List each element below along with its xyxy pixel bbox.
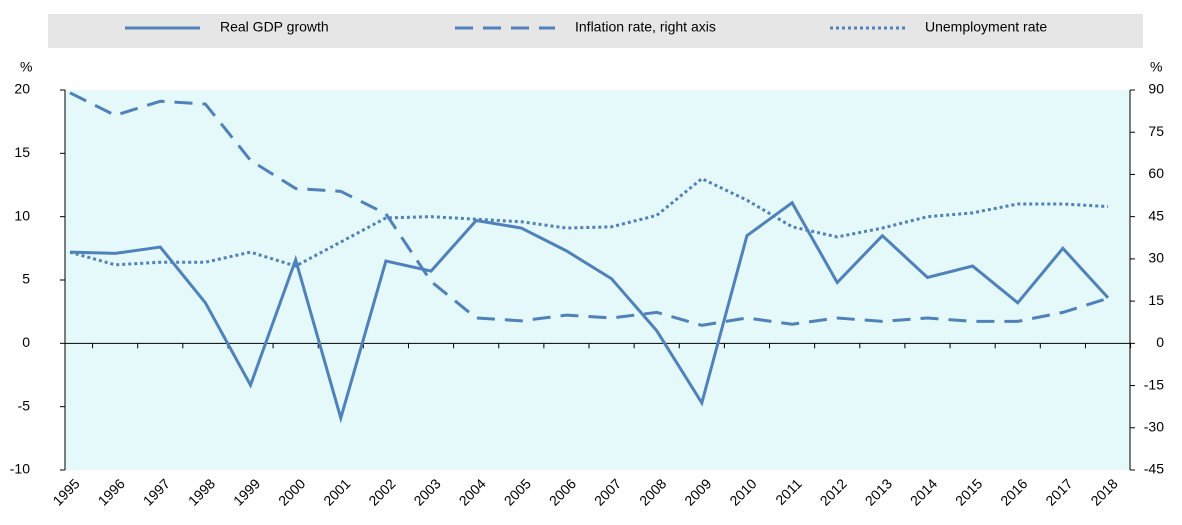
x-tick-label: 2013 [862, 475, 895, 508]
x-tick-label: 2001 [320, 475, 353, 508]
y2-tick-label: 15 [1148, 292, 1164, 308]
x-tick-label: 2016 [997, 475, 1030, 508]
y-tick-label: 20 [14, 81, 30, 97]
y-unit: % [20, 59, 32, 75]
x-tick-label: 1998 [185, 475, 218, 508]
legend-label: Real GDP growth [220, 19, 329, 35]
y2-tick-label: 75 [1148, 123, 1164, 139]
x-tick-label: 2005 [501, 475, 534, 508]
x-tick-label: 2010 [726, 475, 759, 508]
y2-tick-label: 90 [1148, 81, 1164, 97]
y-tick-label: 5 [22, 271, 30, 287]
x-tick-label: 1995 [49, 475, 82, 508]
legend-label: Inflation rate, right axis [575, 19, 716, 35]
y2-tick-label: -15 [1144, 376, 1164, 392]
y-tick-label: 0 [22, 334, 30, 350]
series-line [69, 91, 1109, 327]
series-line [69, 200, 1110, 424]
y2-tick-label: 30 [1148, 250, 1164, 266]
y-tick-label: -10 [10, 461, 30, 477]
x-tick-label: 2008 [636, 475, 669, 508]
x-tick-label: 2000 [275, 475, 308, 508]
y-tick-label: 10 [14, 207, 30, 223]
x-tick-label: 2004 [456, 475, 489, 508]
x-tick-label: 2017 [1042, 475, 1075, 508]
plot-area [65, 90, 1130, 470]
x-tick-label: 2006 [546, 475, 579, 508]
x-tick-label: 1999 [230, 475, 263, 508]
x-tick-label: 2014 [907, 475, 940, 508]
y2-tick-label: 0 [1156, 334, 1164, 350]
legend-label: Unemployment rate [925, 19, 1047, 35]
x-tick-label: 2002 [365, 475, 398, 508]
y2-tick-label: -30 [1144, 418, 1164, 434]
y-tick-label: 15 [14, 144, 30, 160]
x-tick-label: 1996 [95, 475, 128, 508]
x-tick-label: 2003 [410, 475, 443, 508]
legend-background [48, 14, 1143, 48]
x-tick-label: 2012 [817, 475, 850, 508]
x-tick-label: 2018 [1087, 475, 1120, 508]
x-tick-label: 2015 [952, 475, 985, 508]
x-tick-label: 2007 [591, 475, 624, 508]
x-tick-label: 2011 [772, 475, 805, 508]
series-line [69, 176, 1109, 268]
y2-tick-label: -45 [1144, 461, 1164, 477]
y2-tick-label: 60 [1148, 165, 1164, 181]
x-tick-label: 1997 [140, 475, 173, 508]
y-tick-label: -5 [18, 397, 31, 413]
x-tick-label: 2009 [681, 475, 714, 508]
y2-tick-label: 45 [1148, 207, 1164, 223]
y2-unit: % [1150, 59, 1162, 75]
